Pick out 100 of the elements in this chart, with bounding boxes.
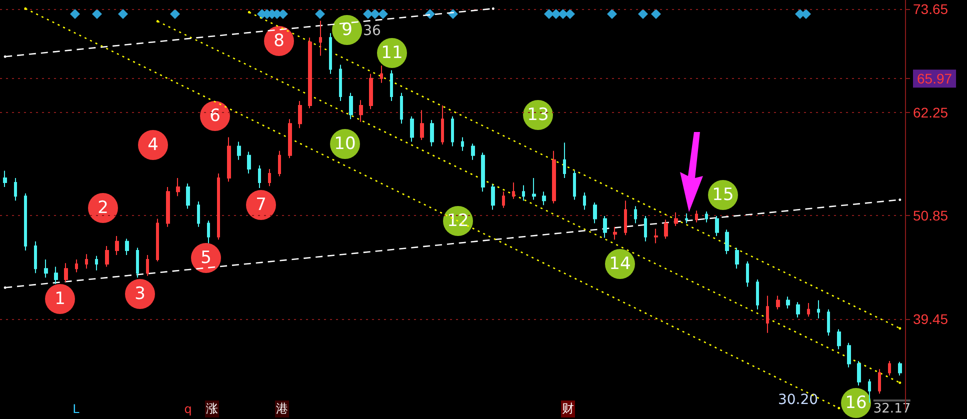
candlestick <box>664 219 668 240</box>
candlestick <box>359 100 363 122</box>
candlestick <box>868 378 871 404</box>
candlestick <box>319 20 322 56</box>
candlestick <box>278 150 281 177</box>
candlestick <box>624 200 627 236</box>
annotation: 13 <box>523 100 553 130</box>
candlestick <box>735 247 739 270</box>
candlestick <box>786 296 790 309</box>
candlestick <box>563 142 566 179</box>
candlestick <box>197 201 200 228</box>
annotation: 36 <box>363 22 381 39</box>
annotation: 15 <box>708 180 738 210</box>
candlestick <box>878 368 881 394</box>
candlestick <box>471 143 475 160</box>
annotation: 5 <box>191 242 221 273</box>
candlestick <box>308 37 312 109</box>
annotation: 港 <box>275 400 289 418</box>
candlestick <box>817 300 820 319</box>
candlestick <box>75 259 78 273</box>
annotation: 8 <box>264 26 294 56</box>
candlestick <box>451 116 454 147</box>
annotation: 4 <box>138 130 168 160</box>
candlestick <box>461 136 464 152</box>
candlestick <box>186 182 190 210</box>
candlestick <box>766 295 769 334</box>
candlestick <box>227 136 231 182</box>
candlestick <box>796 302 800 318</box>
candlestick <box>593 202 597 224</box>
candlestick <box>105 245 109 268</box>
candlestick <box>430 120 434 147</box>
candlestick <box>420 110 424 140</box>
y-tick-label: 39.45 <box>913 310 948 327</box>
candlestick <box>24 192 27 251</box>
candlestick <box>888 360 891 376</box>
annotation: 32.17 <box>873 400 911 416</box>
candlestick <box>552 150 556 204</box>
candlestick <box>857 360 861 386</box>
annotation: 14 <box>605 249 635 280</box>
candlestick <box>34 240 37 274</box>
annotation: 11 <box>377 38 407 68</box>
candlestick <box>654 228 658 244</box>
candlestick <box>725 229 729 255</box>
candlestick <box>136 247 139 278</box>
candlestick <box>807 302 810 318</box>
candlestick <box>298 100 302 129</box>
candlestick <box>685 212 688 224</box>
annotation: 6 <box>200 101 230 132</box>
candlestick <box>603 216 607 238</box>
candlestick <box>695 210 698 223</box>
candlestick <box>146 254 149 276</box>
candlestick <box>481 152 485 192</box>
candlestick <box>827 308 830 336</box>
candlestick <box>64 262 68 283</box>
candlestick <box>898 361 902 376</box>
candlestick <box>746 260 749 288</box>
candlestick <box>613 226 617 240</box>
annotation: 2 <box>88 192 118 223</box>
candlestick <box>54 266 58 284</box>
y-tick-label: 65.97 <box>917 70 952 87</box>
candlestick <box>583 192 586 210</box>
candlestick <box>756 278 759 310</box>
candlestick <box>634 206 637 224</box>
annotation: 12 <box>443 206 473 236</box>
candlestick <box>125 238 129 256</box>
annotation: q <box>184 402 192 416</box>
annotation: 1 <box>45 284 75 314</box>
candlestick <box>400 92 403 124</box>
candlestick <box>837 328 841 350</box>
candlestick <box>207 220 210 244</box>
candlestick <box>410 116 414 142</box>
annotation: 7 <box>246 190 276 220</box>
candlestick <box>268 168 271 187</box>
annotation: 涨 <box>205 400 219 418</box>
candlestick <box>247 151 251 174</box>
candlestick <box>847 342 851 368</box>
candlestick <box>258 164 261 188</box>
candlestick <box>369 73 373 110</box>
candlestick <box>776 295 780 310</box>
y-tick-label: 50.85 <box>913 208 948 224</box>
candlestick <box>491 184 495 210</box>
candlestick <box>156 218 159 262</box>
annotation: 16 <box>841 388 871 418</box>
candlestick <box>644 216 647 242</box>
candlestick <box>237 141 241 160</box>
candlestick <box>390 70 393 102</box>
candlestick <box>380 65 383 84</box>
candlestick <box>176 178 180 197</box>
candlestick <box>166 186 170 228</box>
candlestick <box>502 191 505 208</box>
candlestick <box>674 212 678 227</box>
candlestick <box>3 170 7 188</box>
candlestick <box>288 118 292 159</box>
candlestick <box>715 216 719 236</box>
candlestick <box>532 178 536 200</box>
candlestick <box>95 255 98 271</box>
candlestick <box>329 32 332 74</box>
annotation: 9 <box>332 15 362 46</box>
candlestick <box>441 105 444 145</box>
annotation: 30.20 <box>778 392 818 408</box>
